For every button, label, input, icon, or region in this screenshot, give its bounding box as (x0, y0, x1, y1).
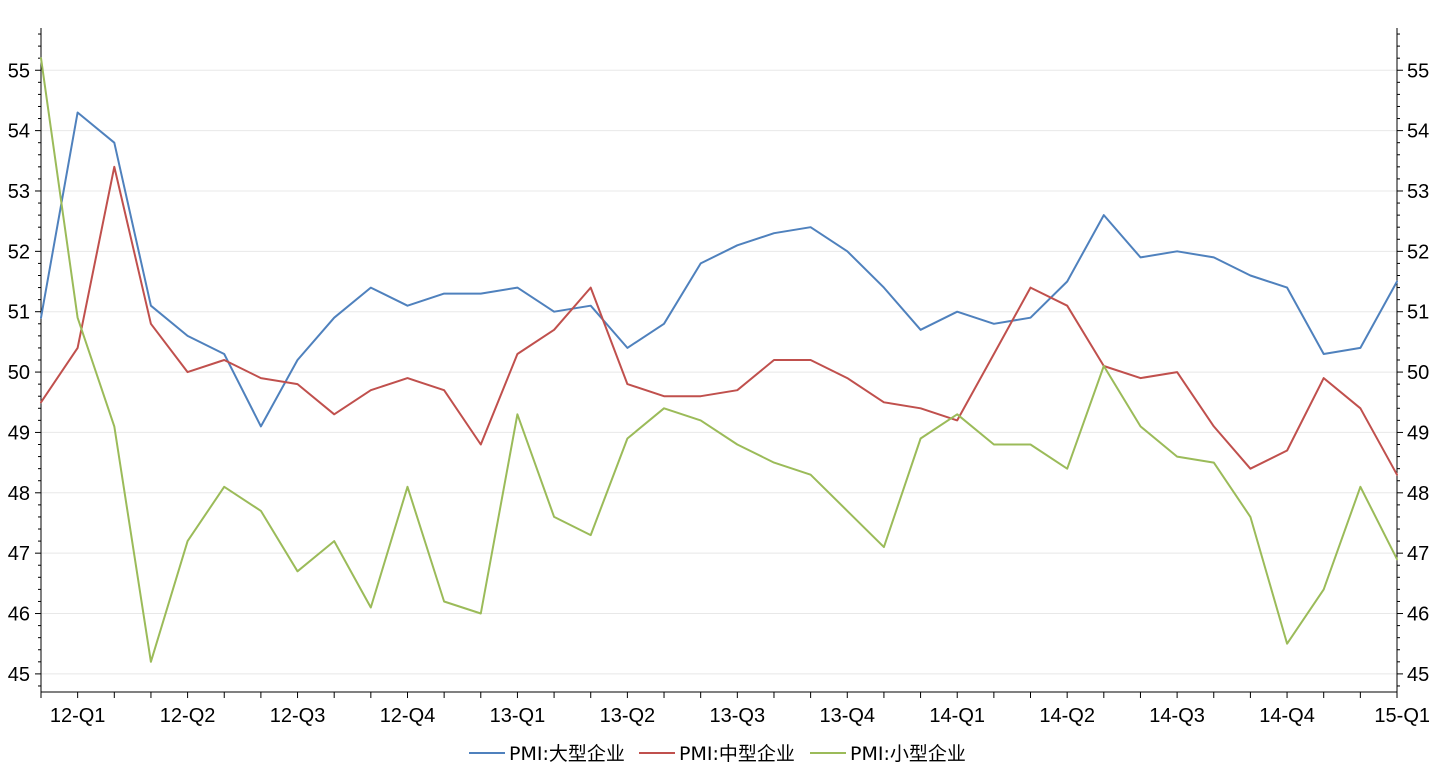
x-axis-ticks: 12-Q1 12-Q2 12-Q3 12-Q4 13-Q1 13-Q2 13-Q3 13-Q4… (40, 692, 1430, 727)
right-y-tick-label: 45 (1407, 664, 1429, 686)
legend: PMI:大型企业 PMI:中型企业 PMI:小型企业 (469, 743, 966, 765)
legend-label-1: PMI:大型企业 (509, 743, 625, 765)
left-y-tick-label: 48 (8, 483, 30, 505)
x-tick-label: 12-Q1 (50, 705, 106, 727)
x-tick-label: 14-Q1 (929, 705, 985, 727)
right-y-tick-label: 49 (1407, 422, 1429, 444)
x-tick-label: 14-Q4 (1259, 705, 1315, 727)
grid-lines (41, 69, 1397, 675)
x-tick-label: 14-Q3 (1149, 705, 1205, 727)
left-y-tick-label: 45 (8, 664, 30, 686)
x-tick-label: 12-Q2 (160, 705, 216, 727)
right-y-tick-label: 50 (1407, 362, 1429, 384)
x-tick-label: 13-Q1 (490, 705, 546, 727)
series-line-1 (40, 111, 1398, 428)
x-tick-label: 13-Q2 (600, 705, 656, 727)
left-y-tick-label: 50 (8, 362, 30, 384)
x-tick-label: 13-Q4 (819, 705, 875, 727)
left-y-tick-label: 46 (8, 604, 30, 626)
x-tick-label: 12-Q4 (380, 705, 436, 727)
right-y-tick-label: 48 (1407, 483, 1429, 505)
legend-label-2: PMI:中型企业 (679, 743, 795, 765)
left-y-tick-label: 47 (8, 543, 30, 565)
left-y-tick-label: 55 (8, 60, 30, 82)
x-tick-label: 15-Q1 (1374, 705, 1430, 727)
right-y-tick-label: 54 (1407, 121, 1429, 143)
x-tick-label: 12-Q3 (270, 705, 326, 727)
right-y-tick-label: 55 (1407, 60, 1429, 82)
right-y-tick-label: 47 (1407, 543, 1429, 565)
y-axis-ticks: 45 45 46 46 47 47 48 48 49 49 50 50 51 51 52 52 53 53 54 54… (8, 33, 1429, 687)
left-y-tick-label: 49 (8, 422, 30, 444)
legend-label-3: PMI:小型企业 (850, 743, 966, 765)
right-y-tick-label: 52 (1407, 241, 1429, 263)
x-tick-label: 13-Q3 (710, 705, 766, 727)
right-y-tick-label: 53 (1407, 181, 1429, 203)
series-lines (40, 57, 1398, 663)
left-y-tick-label: 53 (8, 181, 30, 203)
left-y-tick-label: 52 (8, 241, 30, 263)
x-tick-label: 14-Q2 (1039, 705, 1095, 727)
right-y-tick-label: 46 (1407, 604, 1429, 626)
series-line-3 (40, 57, 1398, 663)
left-y-tick-label: 54 (8, 121, 30, 143)
right-y-tick-label: 51 (1407, 302, 1429, 324)
series-line-2 (40, 165, 1398, 476)
left-y-tick-label: 51 (8, 302, 30, 324)
axes (40, 28, 1398, 693)
